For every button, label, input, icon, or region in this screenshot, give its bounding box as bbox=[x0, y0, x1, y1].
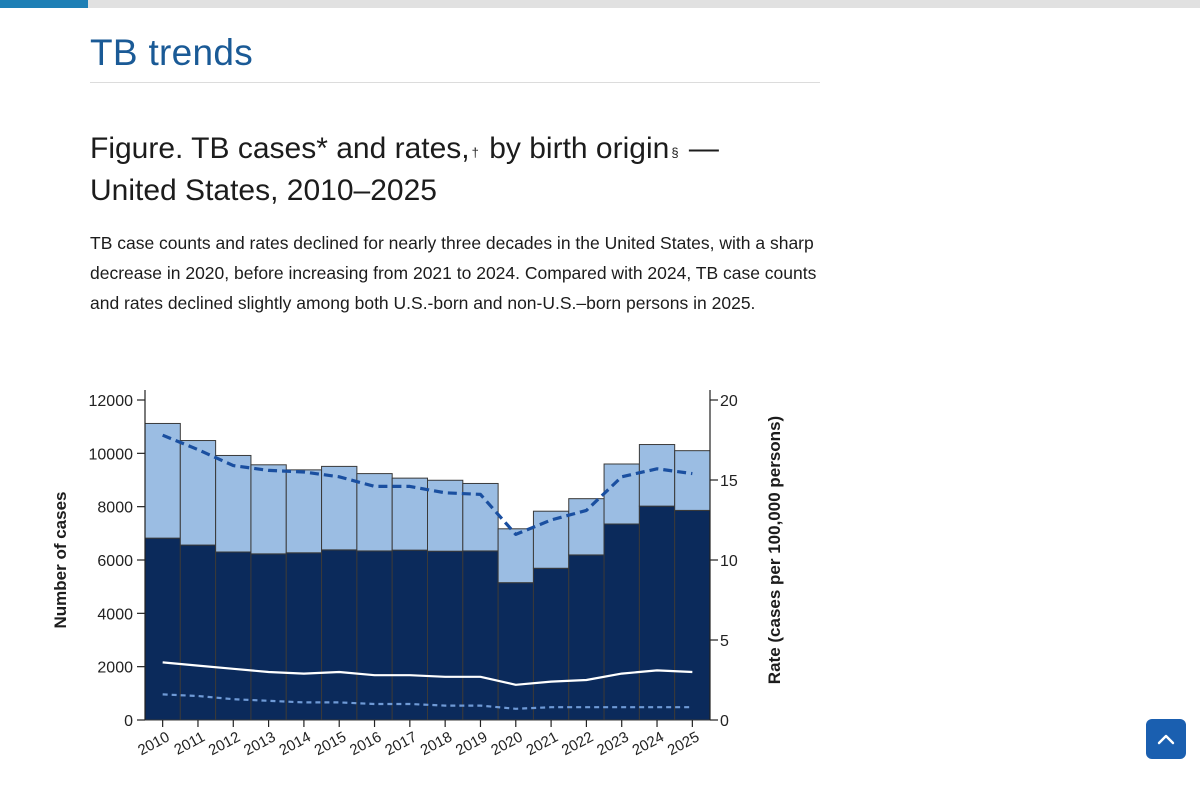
right-tick-label-20: 20 bbox=[720, 393, 738, 410]
bar-us-born-2011 bbox=[179, 440, 217, 546]
total-rate-line bbox=[162, 433, 693, 536]
figure-title-text-3: — United States, 2010–2025 bbox=[90, 132, 719, 207]
left-tick-label-12000: 12000 bbox=[89, 393, 134, 410]
section-title: TB trends bbox=[90, 32, 254, 73]
bar-us-born-2010 bbox=[144, 422, 181, 539]
bar-non-us-born-2022 bbox=[568, 554, 605, 721]
dagger-footnote-mark: † bbox=[471, 145, 479, 160]
bar-us-born-2023 bbox=[603, 463, 640, 525]
bar-us-born-2012 bbox=[215, 454, 252, 553]
left-tick-label-0: 0 bbox=[124, 713, 133, 730]
bar-non-us-born-2025 bbox=[674, 509, 711, 721]
back-to-top-button[interactable] bbox=[1146, 719, 1186, 759]
figure-title-text-2: by birth origin bbox=[480, 132, 670, 165]
bar-us-born-2021 bbox=[532, 510, 570, 569]
bar-us-born-2020 bbox=[497, 528, 534, 584]
x-tick-label-2021: 2021 bbox=[524, 729, 561, 760]
non-us-born-rate-line bbox=[162, 693, 693, 710]
bar-non-us-born-2015 bbox=[321, 549, 358, 721]
bar-non-us-born-2016 bbox=[356, 550, 393, 721]
bar-non-us-born-2018 bbox=[427, 550, 464, 721]
x-tick-label-2019: 2019 bbox=[453, 729, 490, 760]
top-progress-accent bbox=[0, 0, 88, 8]
x-tick-label-2022: 2022 bbox=[559, 729, 596, 760]
x-tick-label-2010: 2010 bbox=[135, 729, 172, 760]
bar-non-us-born-2010 bbox=[144, 537, 181, 721]
bar-non-us-born-2021 bbox=[532, 567, 570, 721]
x-tick-label-2012: 2012 bbox=[206, 729, 243, 760]
bar-non-us-born-2023 bbox=[603, 523, 640, 721]
bar-us-born-2015 bbox=[321, 465, 358, 551]
left-tick-label-2000: 2000 bbox=[97, 660, 133, 677]
x-tick-label-2016: 2016 bbox=[347, 729, 384, 760]
bar-non-us-born-2012 bbox=[215, 551, 252, 721]
title-divider bbox=[90, 82, 820, 83]
bar-non-us-born-2014 bbox=[285, 552, 323, 721]
x-tick-label-2024: 2024 bbox=[629, 729, 666, 760]
bar-us-born-2025 bbox=[674, 450, 711, 511]
x-tick-label-2011: 2011 bbox=[171, 729, 207, 759]
x-tick-label-2014: 2014 bbox=[276, 729, 313, 760]
section-footnote-mark: § bbox=[671, 145, 679, 160]
us-born-rate-line bbox=[162, 661, 693, 686]
bar-non-us-born-2024 bbox=[638, 505, 676, 721]
right-tick-label-15: 15 bbox=[720, 473, 738, 490]
chevron-up-icon bbox=[1157, 734, 1175, 745]
left-tick-label-6000: 6000 bbox=[97, 553, 133, 570]
x-tick-label-2020: 2020 bbox=[488, 729, 525, 760]
y2-axis-title: Rate (cases per 100,000 persons) bbox=[765, 416, 784, 684]
tb-cases-rates-chart: 0200040006000800010000120000510152020102… bbox=[51, 390, 784, 760]
bar-us-born-2013 bbox=[250, 464, 287, 555]
bar-non-us-born-2017 bbox=[391, 549, 428, 721]
x-tick-label-2018: 2018 bbox=[418, 729, 455, 760]
y-axis-title: Number of cases bbox=[51, 492, 70, 629]
bar-us-born-2018 bbox=[427, 479, 464, 552]
bar-non-us-born-2019 bbox=[462, 550, 499, 721]
right-tick-label-0: 0 bbox=[720, 713, 729, 730]
left-tick-label-8000: 8000 bbox=[97, 500, 133, 517]
x-tick-label-2025: 2025 bbox=[665, 729, 702, 760]
bar-non-us-born-2013 bbox=[250, 553, 287, 721]
bar-us-born-2022 bbox=[568, 498, 605, 556]
x-tick-label-2023: 2023 bbox=[594, 729, 631, 760]
x-tick-label-2015: 2015 bbox=[312, 729, 349, 760]
x-tick-label-2017: 2017 bbox=[382, 729, 419, 760]
left-tick-label-10000: 10000 bbox=[89, 446, 134, 463]
top-progress-bar bbox=[0, 0, 1200, 8]
x-tick-label-2013: 2013 bbox=[241, 729, 278, 760]
figure-title: Figure. TB cases* and rates, † by birth o… bbox=[90, 128, 810, 212]
right-tick-label-10: 10 bbox=[720, 553, 738, 570]
left-tick-label-4000: 4000 bbox=[97, 606, 133, 623]
bar-us-born-2024 bbox=[638, 444, 676, 507]
right-tick-label-5: 5 bbox=[720, 633, 729, 650]
figure-title-text-1: Figure. TB cases* and rates, bbox=[90, 132, 470, 165]
bar-non-us-born-2020 bbox=[497, 582, 534, 721]
bar-us-born-2014 bbox=[285, 469, 323, 554]
bar-non-us-born-2011 bbox=[179, 544, 217, 721]
figure-description: TB case counts and rates declined for ne… bbox=[90, 233, 817, 313]
